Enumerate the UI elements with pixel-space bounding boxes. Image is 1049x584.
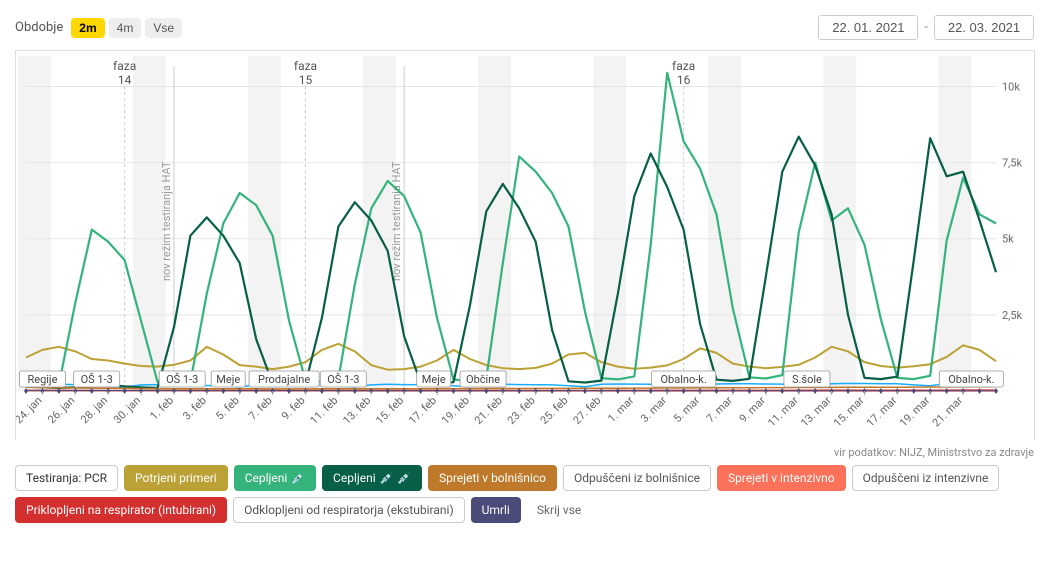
svg-text:Meje: Meje — [422, 373, 446, 386]
svg-text:nov režim testiranja HAT: nov režim testiranja HAT — [390, 161, 403, 281]
legend-item[interactable]: Potrjeni primeri — [124, 465, 228, 491]
svg-text:16: 16 — [677, 73, 691, 87]
svg-text:25. feb: 25. feb — [538, 394, 571, 427]
svg-text:Obalno-k.: Obalno-k. — [948, 373, 994, 386]
legend-item[interactable]: Priklopljeni na respirator (intubirani) — [15, 497, 227, 523]
svg-text:11. feb: 11. feb — [307, 394, 340, 427]
syringe-icon: 💉 — [397, 472, 411, 485]
svg-text:S.šole: S.šole — [792, 373, 822, 386]
legend-item[interactable]: Sprejeti v intenzivno — [717, 465, 846, 491]
period-selector: Obdobje 2m 4m Vse — [15, 18, 182, 38]
svg-text:Meje: Meje — [216, 373, 240, 386]
legend-item[interactable]: Cepljeni💉💉 — [322, 465, 422, 491]
svg-text:9. feb: 9. feb — [279, 394, 308, 423]
svg-text:5. mar: 5. mar — [671, 394, 702, 425]
legend-item[interactable]: Odpuščeni iz intenzivne — [852, 465, 1000, 491]
date-range: - — [818, 15, 1034, 40]
svg-text:11. mar: 11. mar — [765, 394, 801, 430]
svg-text:21. mar: 21. mar — [930, 394, 966, 430]
svg-text:14: 14 — [118, 73, 132, 87]
svg-text:OŠ 1-3: OŠ 1-3 — [327, 373, 359, 386]
svg-text:19. mar: 19. mar — [897, 394, 933, 430]
header-row: Obdobje 2m 4m Vse - — [15, 15, 1034, 40]
svg-text:3. feb: 3. feb — [180, 394, 209, 423]
svg-text:19. feb: 19. feb — [439, 394, 472, 427]
svg-text:OŠ 1-3: OŠ 1-3 — [166, 373, 198, 386]
svg-text:faza: faza — [113, 59, 136, 73]
svg-text:13. feb: 13. feb — [340, 394, 373, 427]
period-label: Obdobje — [15, 20, 63, 35]
svg-text:1. mar: 1. mar — [605, 394, 636, 425]
svg-text:15. mar: 15. mar — [831, 394, 867, 430]
chart-container: 2,5k5k7,5k10kfaza14faza15faza16nov režim… — [15, 50, 1035, 440]
svg-text:3. mar: 3. mar — [638, 394, 669, 425]
svg-text:21. feb: 21. feb — [472, 394, 505, 427]
legend-item[interactable]: Cepljeni💉 — [234, 465, 316, 491]
svg-text:5. feb: 5. feb — [213, 394, 242, 423]
svg-text:7. mar: 7. mar — [704, 394, 735, 425]
svg-text:7,5k: 7,5k — [1002, 157, 1023, 170]
svg-text:7. feb: 7. feb — [246, 394, 275, 423]
svg-text:Prodajalne: Prodajalne — [258, 373, 310, 386]
svg-text:15: 15 — [299, 73, 313, 87]
data-source-note: vir podatkov: NIJZ, Ministrstvo za zdrav… — [15, 446, 1034, 459]
legend-hide-all[interactable]: Skrij vse — [527, 498, 591, 522]
legend-item[interactable]: Odpuščeni iz bolnišnice — [563, 465, 711, 491]
line-chart: 2,5k5k7,5k10kfaza14faza15faza16nov režim… — [16, 51, 1036, 441]
date-to-input[interactable] — [934, 15, 1034, 40]
svg-text:28. jan: 28. jan — [78, 394, 110, 426]
svg-text:10k: 10k — [1002, 80, 1020, 93]
svg-text:5k: 5k — [1002, 233, 1014, 246]
legend-item[interactable]: Sprejeti v bolnišnico — [428, 465, 557, 491]
legend-item[interactable]: Umrli — [471, 497, 521, 523]
svg-text:24. jan: 24. jan — [16, 394, 45, 426]
date-from-input[interactable] — [818, 15, 918, 40]
legend: Testiranja: PCRPotrjeni primeriCepljeni💉… — [15, 465, 1034, 523]
svg-text:13. mar: 13. mar — [798, 394, 834, 430]
svg-text:faza: faza — [294, 59, 317, 73]
svg-text:9. mar: 9. mar — [737, 394, 768, 425]
svg-text:OŠ 1-3: OŠ 1-3 — [81, 373, 113, 386]
svg-text:15. feb: 15. feb — [373, 394, 406, 427]
period-btn-4m[interactable]: 4m — [109, 18, 142, 38]
date-separator: - — [924, 20, 928, 35]
svg-text:1. feb: 1. feb — [147, 394, 176, 423]
period-btn-2m[interactable]: 2m — [71, 18, 104, 38]
legend-item[interactable]: Testiranja: PCR — [15, 465, 118, 491]
svg-text:Obalno-k.: Obalno-k. — [660, 373, 706, 386]
svg-text:nov režim testiranja HAT: nov režim testiranja HAT — [160, 161, 173, 281]
svg-text:faza: faza — [672, 59, 695, 73]
svg-text:26. jan: 26. jan — [45, 394, 77, 426]
svg-text:Občine: Občine — [466, 373, 500, 386]
svg-text:2,5k: 2,5k — [1002, 309, 1023, 322]
legend-item[interactable]: Odklopljeni od respiratorja (ekstubirani… — [233, 497, 465, 523]
syringe-icon: 💉 — [291, 472, 305, 485]
svg-text:27. feb: 27. feb — [571, 394, 604, 427]
syringe-icon: 💉 — [380, 472, 394, 485]
svg-text:17. mar: 17. mar — [864, 394, 900, 430]
svg-text:Regije: Regije — [27, 373, 57, 386]
svg-text:23. feb: 23. feb — [505, 394, 538, 427]
svg-text:30. jan: 30. jan — [111, 394, 143, 426]
svg-text:17. feb: 17. feb — [406, 394, 439, 427]
period-btn-all[interactable]: Vse — [145, 18, 182, 38]
